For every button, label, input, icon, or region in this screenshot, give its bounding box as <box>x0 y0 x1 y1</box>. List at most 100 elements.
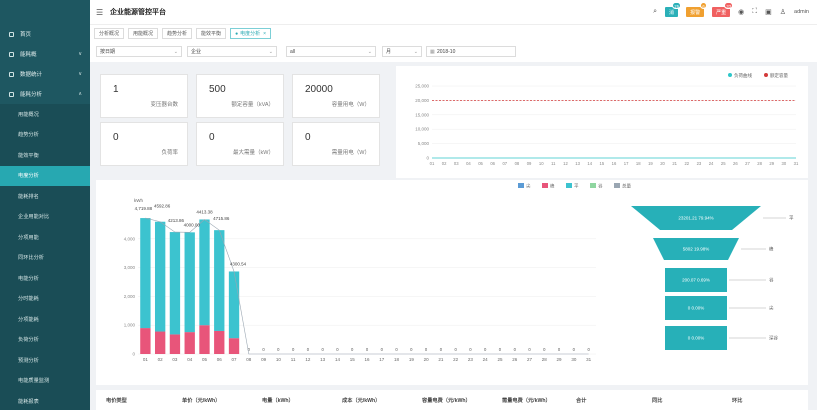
tab-label: 分析概况 <box>99 31 120 37</box>
stat-value: 0 <box>113 132 119 143</box>
dot-icon: ● <box>235 30 239 37</box>
close-icon[interactable]: × <box>263 30 267 37</box>
table-column-header: 同比 <box>652 398 663 404</box>
alarm-badge: 6 <box>700 2 708 9</box>
x-tick-label: 11 <box>551 161 556 166</box>
stat-value: 0 <box>209 132 215 143</box>
calendar-icon: ▦ <box>430 48 435 55</box>
meter-select[interactable]: all ⌄ <box>286 46 376 57</box>
tab-label: 能效平衡 <box>201 31 222 37</box>
stat-label: 需量用电（W） <box>331 150 370 156</box>
sidebar-subitem[interactable]: 同环比分析 <box>0 247 90 268</box>
load-line-chart: 负荷曲线 额定容量 0 5,000 10,000 15,000 20,000 25,000 01… <box>396 66 808 178</box>
sidebar-subitem[interactable]: 用能概况 <box>0 104 90 125</box>
sidebar-subitem[interactable]: 能耗报表 <box>0 391 90 410</box>
sidebar-subitem[interactable]: 电度分析 <box>0 165 90 186</box>
sidebar-subitem[interactable]: 电能分析 <box>0 268 90 289</box>
x-tick-label: 23 <box>468 357 474 362</box>
company-select[interactable]: 企业 ⌄ <box>187 46 277 57</box>
data-label: 0 <box>514 347 517 352</box>
sidebar-subitem[interactable]: 分时能耗 <box>0 288 90 309</box>
energy-bar-chart-svg: 尖峰平谷总量kWh01,0002,0003,0004,00001 02 03 04 05… <box>124 183 794 363</box>
legend-label: 额定容量 <box>770 72 788 79</box>
sidebar-subitem[interactable]: 分项用能 <box>0 227 90 248</box>
tab-0[interactable]: 分析概况 <box>94 28 125 39</box>
bar-segment-peak <box>140 328 151 354</box>
stat-value: 0 <box>305 132 311 143</box>
x-tick-label: 09 <box>261 357 267 362</box>
bar-segment-peak <box>199 325 210 354</box>
bar-segment-peak <box>154 331 166 354</box>
data-label: 0 <box>469 347 472 352</box>
x-tick-label: 22 <box>453 357 459 362</box>
user-name[interactable]: admin <box>794 9 809 15</box>
data-label: 0 <box>262 347 265 352</box>
chevron-down-icon: ⌄ <box>367 48 372 55</box>
sidebar-item-1[interactable]: 能耗概 ∨ <box>0 44 90 64</box>
alarm-button[interactable]: 报警 6 <box>686 2 708 17</box>
x-tick-label: 31 <box>586 357 592 362</box>
y-tick-label: 2,000 <box>124 294 136 299</box>
data-label: 0 <box>277 347 280 352</box>
bar-segment-peak <box>169 334 181 354</box>
grid-icon <box>9 51 14 57</box>
sidebar-subitem[interactable]: 能耗排名 <box>0 186 90 207</box>
legend-swatch <box>614 183 620 188</box>
data-label: 0 <box>587 347 590 352</box>
sidebar-subitem[interactable]: 能效平衡 <box>0 145 90 166</box>
period-select[interactable]: 月 ⌄ <box>382 46 422 57</box>
tab-1[interactable]: 用能概况 <box>128 28 159 39</box>
sidebar-item-0[interactable]: 首页 <box>0 24 90 44</box>
severe-button[interactable]: 严重 33 <box>712 2 734 17</box>
x-tick-label: 25 <box>721 161 726 166</box>
bar-segment-flat <box>169 232 181 335</box>
sidebar-subitem[interactable]: 企业用能对比 <box>0 206 90 227</box>
x-tick-label: 10 <box>539 161 544 166</box>
notice-button[interactable]: 消 25 <box>665 2 682 17</box>
funnel-segment <box>665 296 727 320</box>
user-icon[interactable]: ♙ <box>779 9 787 16</box>
stat-label: 最大需量（kW） <box>233 150 274 156</box>
legend-label: 平 <box>574 184 579 190</box>
x-tick-label: 10 <box>276 357 282 362</box>
sidebar-logo-area <box>0 0 90 24</box>
sidebar-subitem[interactable]: 电能质量监测 <box>0 370 90 391</box>
funnel-side-label: 尖 <box>769 305 774 312</box>
y-tick-label: 25,000 <box>415 84 429 89</box>
lock-icon[interactable]: ▣ <box>765 9 772 16</box>
bar-segment-peak <box>228 338 240 354</box>
x-tick-label: 12 <box>305 357 311 362</box>
x-tick-label: 15 <box>600 161 605 166</box>
sidebar-subitem[interactable]: 预测分析 <box>0 350 90 371</box>
x-tick-label: 24 <box>483 357 489 362</box>
sidebar-subitem[interactable]: 分项能耗 <box>0 309 90 330</box>
stat-label: 额定容量（kVA） <box>231 102 274 108</box>
search-icon[interactable]: ⌕ <box>653 8 658 15</box>
date-picker[interactable]: ▦ 2018-10 <box>426 46 516 57</box>
x-tick-label: 19 <box>648 161 653 166</box>
tab-3[interactable]: 能效平衡 <box>196 28 227 39</box>
funnel-side-label: 峰 <box>769 246 774 253</box>
sidebar-subitem[interactable]: 趋势分析 <box>0 124 90 145</box>
x-tick-label: 20 <box>660 161 665 166</box>
sidebar-item-3[interactable]: 能耗分析 ∧ <box>0 84 90 104</box>
stats-icon <box>9 71 14 77</box>
x-tick-label: 04 <box>187 357 193 362</box>
energy-type-select[interactable]: 按日期 ⌄ <box>96 46 182 57</box>
sidebar-subitem[interactable]: 负荷分析 <box>0 329 90 350</box>
legend-swatch <box>590 183 596 188</box>
stat-card: 1 变压器台数 <box>100 74 188 118</box>
sidebar-item-2[interactable]: 数据统计 ∨ <box>0 64 90 84</box>
data-label: 4592.86 <box>154 204 171 209</box>
x-tick-label: 13 <box>320 357 326 362</box>
tab-2[interactable]: 趋势分析 <box>162 28 193 39</box>
eye-icon[interactable]: ◉ <box>738 9 745 16</box>
y-tick-label: 5,000 <box>418 141 430 146</box>
bar-segment-flat <box>199 219 210 326</box>
menu-toggle-icon[interactable]: ☰ <box>96 7 104 17</box>
x-tick-label: 01 <box>143 357 149 362</box>
tab-4[interactable]: ● 电度分析 × <box>230 28 272 39</box>
table-column-header: 成本（元/kWh） <box>342 398 381 404</box>
fullscreen-icon[interactable]: ⛶ <box>752 8 758 15</box>
table-column-header: 容量电费（元/kWh） <box>422 398 471 404</box>
